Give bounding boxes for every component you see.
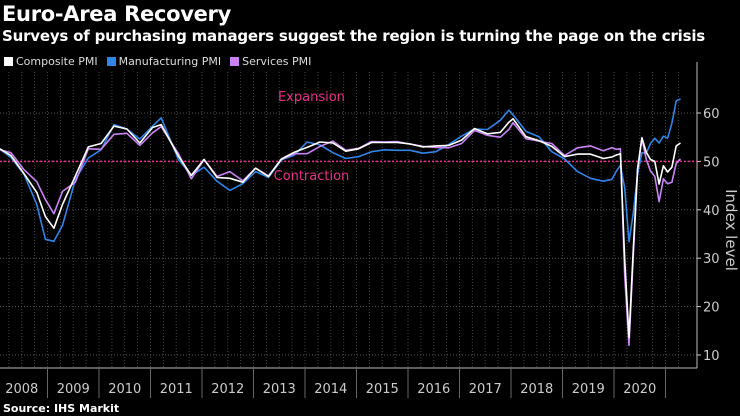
x-tick-label: 2014 <box>314 382 347 397</box>
y-tick-label: 60 <box>703 107 720 122</box>
series-line-composite-pmi <box>0 118 681 339</box>
y-tick-label: 20 <box>703 301 720 316</box>
x-tick-label: 2008 <box>5 382 38 397</box>
annotation-expansion: Expansion <box>278 90 345 105</box>
x-tick-label: 2019 <box>572 382 605 397</box>
y-tick-label: 40 <box>703 204 720 219</box>
legend-swatch-services <box>230 57 240 66</box>
y-tick-label: 50 <box>703 155 720 170</box>
x-tick-label: 2010 <box>108 382 141 397</box>
x-tick-label: 2011 <box>160 382 193 397</box>
y-tick-label: 10 <box>703 349 720 364</box>
legend-item-composite: Composite PMI <box>4 55 98 68</box>
source-note: Source: IHS Markit <box>3 402 120 415</box>
legend-label-manufacturing: Manufacturing PMI <box>118 55 222 68</box>
legend: Composite PMI Manufacturing PMI Services… <box>4 55 311 68</box>
x-tick-label: 2017 <box>469 382 502 397</box>
legend-item-services: Services PMI <box>230 55 311 68</box>
legend-swatch-manufacturing <box>106 57 116 66</box>
chart-subtitle: Surveys of purchasing managers suggest t… <box>2 27 706 45</box>
x-tick-label: 2018 <box>520 382 553 397</box>
annotation-contraction: Contraction <box>274 169 350 184</box>
y-tick-label: 30 <box>703 252 720 267</box>
x-tick-label: 2015 <box>366 382 399 397</box>
x-tick-label: 2013 <box>263 382 296 397</box>
y-axis-label: Index level <box>722 189 740 271</box>
x-tick-label: 2020 <box>623 382 656 397</box>
legend-item-manufacturing: Manufacturing PMI <box>106 55 222 68</box>
x-tick-label: 2009 <box>57 382 90 397</box>
x-tick-label: 2012 <box>211 382 244 397</box>
legend-label-composite: Composite PMI <box>16 55 98 68</box>
chart-title: Euro-Area Recovery <box>2 2 231 26</box>
x-tick-label: 2016 <box>417 382 450 397</box>
legend-swatch-composite <box>4 57 13 66</box>
legend-label-services: Services PMI <box>242 55 312 68</box>
